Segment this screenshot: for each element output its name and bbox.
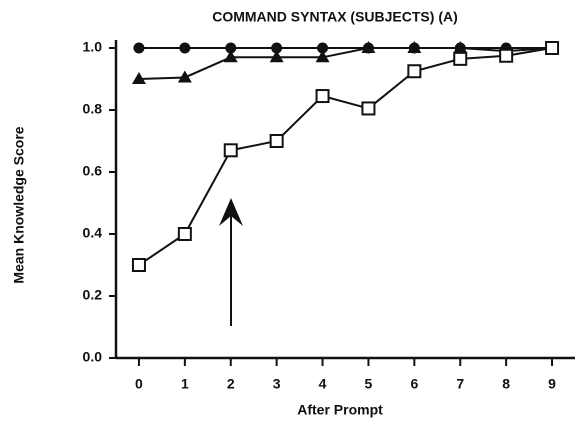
y-tick-label: 0.8 [83,101,103,117]
y-tick-label: 1.0 [83,39,103,55]
point [131,72,146,84]
point [453,51,468,66]
point [317,42,329,54]
point [225,42,237,54]
x-tick-label: 1 [181,376,189,392]
point [133,42,145,54]
arrow-head [219,198,243,226]
point [223,50,238,63]
x-tick-label: 0 [135,376,143,392]
x-axis-label: After Prompt [297,402,383,418]
y-tick-label: 0.6 [83,163,103,179]
point [131,258,146,272]
x-tick-label: 5 [365,376,373,392]
point [499,48,514,63]
x-tick-label: 6 [410,376,418,392]
point [223,143,238,158]
y-axis-label: Mean Knowledge Score [11,126,27,283]
point [271,42,283,54]
point [361,101,376,116]
x-tick-label: 2 [227,376,235,392]
point [269,50,284,63]
point [453,41,468,53]
point [361,41,376,53]
point [179,42,191,54]
point [545,41,560,55]
x-tick-label: 8 [502,376,510,392]
point [315,50,330,63]
x-tick-label: 9 [548,376,556,392]
x-tick-label: 4 [319,376,327,392]
point [269,134,284,148]
y-tick-label: 0.4 [83,225,103,241]
point [177,70,192,83]
point [407,41,422,53]
x-tick-label: 3 [273,376,281,392]
x-tick-label: 7 [456,376,464,392]
series-line [138,47,553,266]
series-line [138,47,553,80]
point [315,89,330,104]
point [407,64,422,79]
y-tick-label: 0.0 [83,349,103,365]
point [177,227,192,241]
chart-title: COMMAND SYNTAX (SUBJECTS) (A) [212,9,458,25]
y-tick-label: 0.2 [83,287,103,303]
